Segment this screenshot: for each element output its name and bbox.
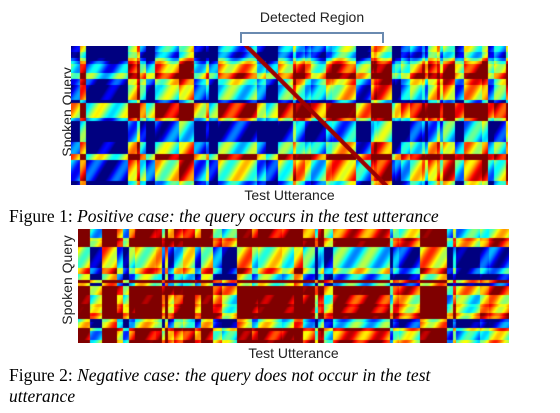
- figure2-caption-continuation: utterance: [9, 386, 76, 406]
- detected-region-label: Detected Region: [259, 9, 365, 25]
- figure2-caption-line2: utterance: [9, 386, 75, 406]
- figure2-caption-prefix: Figure 2:: [9, 365, 73, 385]
- figure1-caption: Figure 1: Positive case: the query occur…: [9, 206, 439, 226]
- figure2-y-axis-label: Spoken Query: [59, 235, 75, 325]
- figure2-caption-line1: Figure 2: Negative case: the query does …: [9, 365, 430, 385]
- figure2-heatmap: [78, 229, 509, 343]
- figure1-caption-text: Positive case: the query occurs in the t…: [77, 206, 439, 226]
- detected-region-bracket: [240, 32, 384, 43]
- figure1-x-axis-label: Test Utterance: [244, 187, 335, 203]
- figure2-caption-text: Negative case: the query does not occur …: [77, 365, 431, 385]
- figure1-caption-prefix: Figure 1:: [9, 206, 73, 226]
- figure2-x-axis-label: Test Utterance: [248, 345, 339, 361]
- figure1-heatmap: [71, 46, 508, 185]
